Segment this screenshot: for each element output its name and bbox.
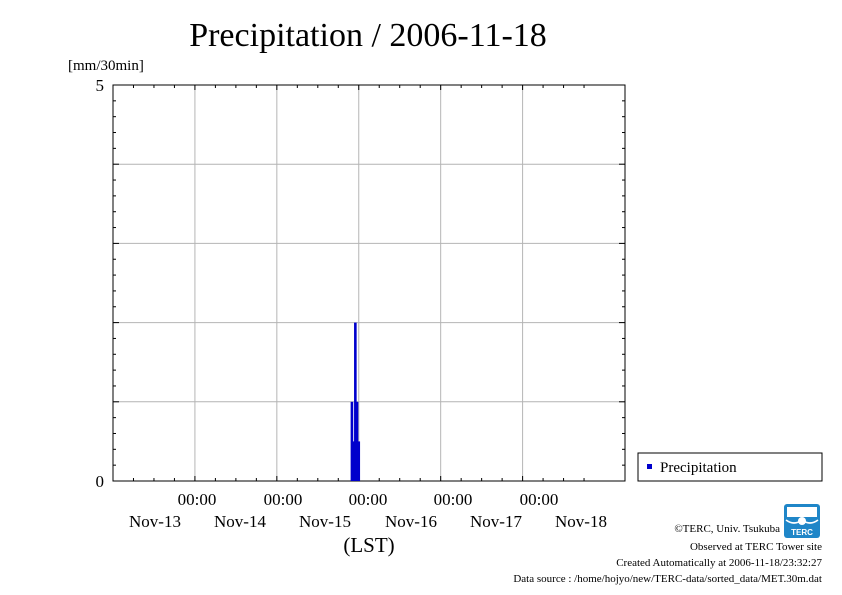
wave-icon	[785, 519, 819, 524]
x-tick-date-label: Nov-14	[214, 512, 266, 531]
logo-roof-band	[787, 507, 817, 517]
x-tick-date-label: Nov-15	[299, 512, 351, 531]
precipitation-bars	[350, 322, 361, 481]
footer-source: Data source : /home/hojyo/new/TERC-data/…	[513, 573, 822, 585]
x-tick-time-label: 00:00	[349, 490, 388, 509]
legend-label: Precipitation	[660, 460, 737, 476]
precipitation-bar	[355, 401, 359, 481]
plot-frame	[112, 84, 626, 482]
precipitation-bar	[350, 401, 354, 481]
legend-swatch	[647, 464, 652, 469]
x-tick-time-label: 00:00	[264, 490, 303, 509]
axis-ticks	[113, 85, 625, 481]
x-axis-label: (LST)	[343, 533, 394, 557]
footer-created: Created Automatically at 2006-11-18/23:3…	[616, 557, 822, 569]
legend-box	[637, 452, 823, 482]
x-tick-time-label: 00:00	[178, 490, 217, 509]
grid-lines	[113, 85, 625, 481]
terc-logo: TERC	[784, 504, 820, 538]
y-tick-label-min: 0	[96, 472, 105, 491]
precipitation-bar	[357, 441, 361, 481]
precipitation-bar	[354, 322, 357, 481]
x-tick-time-label: 00:00	[520, 490, 559, 509]
y-axis-unit-label: [mm/30min]	[68, 58, 144, 74]
logo-text: TERC	[791, 528, 813, 537]
x-tick-date-label: Nov-13	[129, 512, 181, 531]
footer-copyright: ©TERC, Univ. Tsukuba	[674, 523, 780, 535]
drop-icon	[798, 517, 806, 525]
y-tick-label-max: 5	[96, 76, 105, 95]
legend: Precipitation	[637, 452, 823, 482]
x-tick-date-label: Nov-16	[385, 512, 437, 531]
x-tick-time-label: 00:00	[434, 490, 473, 509]
footer-observed: Observed at TERC Tower site	[690, 541, 822, 553]
precipitation-bar	[352, 441, 355, 481]
x-tick-date-label: Nov-17	[470, 512, 522, 531]
chart-title: Precipitation / 2006-11-18	[189, 17, 547, 54]
x-tick-date-label: Nov-18	[555, 512, 607, 531]
